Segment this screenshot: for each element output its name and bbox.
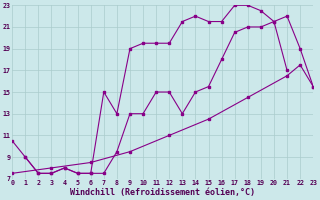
X-axis label: Windchill (Refroidissement éolien,°C): Windchill (Refroidissement éolien,°C) <box>70 188 255 197</box>
